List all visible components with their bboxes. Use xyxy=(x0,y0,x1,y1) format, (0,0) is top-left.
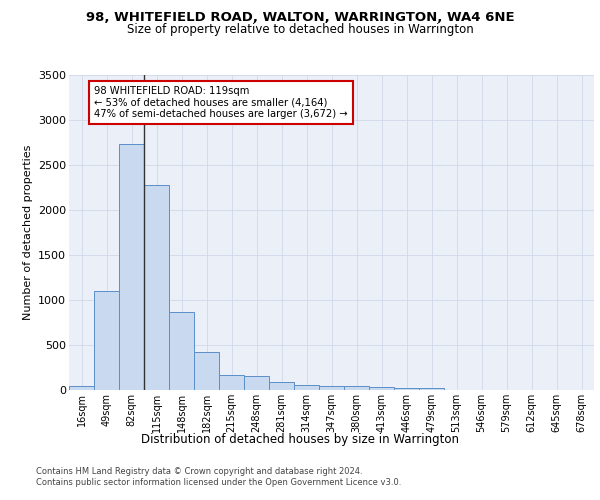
Bar xyxy=(94,291,119,390)
Bar xyxy=(319,386,344,390)
Text: 98 WHITEFIELD ROAD: 119sqm
← 53% of detached houses are smaller (4,164)
47% of s: 98 WHITEFIELD ROAD: 119sqm ← 53% of deta… xyxy=(94,86,347,119)
Bar xyxy=(69,386,94,390)
Bar xyxy=(369,388,394,390)
Bar xyxy=(244,376,269,390)
Bar xyxy=(194,352,219,390)
Bar xyxy=(294,384,319,390)
Text: Distribution of detached houses by size in Warrington: Distribution of detached houses by size … xyxy=(141,432,459,446)
Bar xyxy=(219,375,244,390)
Y-axis label: Number of detached properties: Number of detached properties xyxy=(23,145,32,320)
Bar xyxy=(394,388,419,390)
Text: Size of property relative to detached houses in Warrington: Size of property relative to detached ho… xyxy=(127,22,473,36)
Bar xyxy=(344,386,369,390)
Bar xyxy=(119,144,144,390)
Bar xyxy=(144,185,169,390)
Text: Contains HM Land Registry data © Crown copyright and database right 2024.
Contai: Contains HM Land Registry data © Crown c… xyxy=(36,468,401,487)
Text: 98, WHITEFIELD ROAD, WALTON, WARRINGTON, WA4 6NE: 98, WHITEFIELD ROAD, WALTON, WARRINGTON,… xyxy=(86,11,514,24)
Bar xyxy=(269,382,294,390)
Bar xyxy=(169,312,194,390)
Bar xyxy=(419,388,444,390)
